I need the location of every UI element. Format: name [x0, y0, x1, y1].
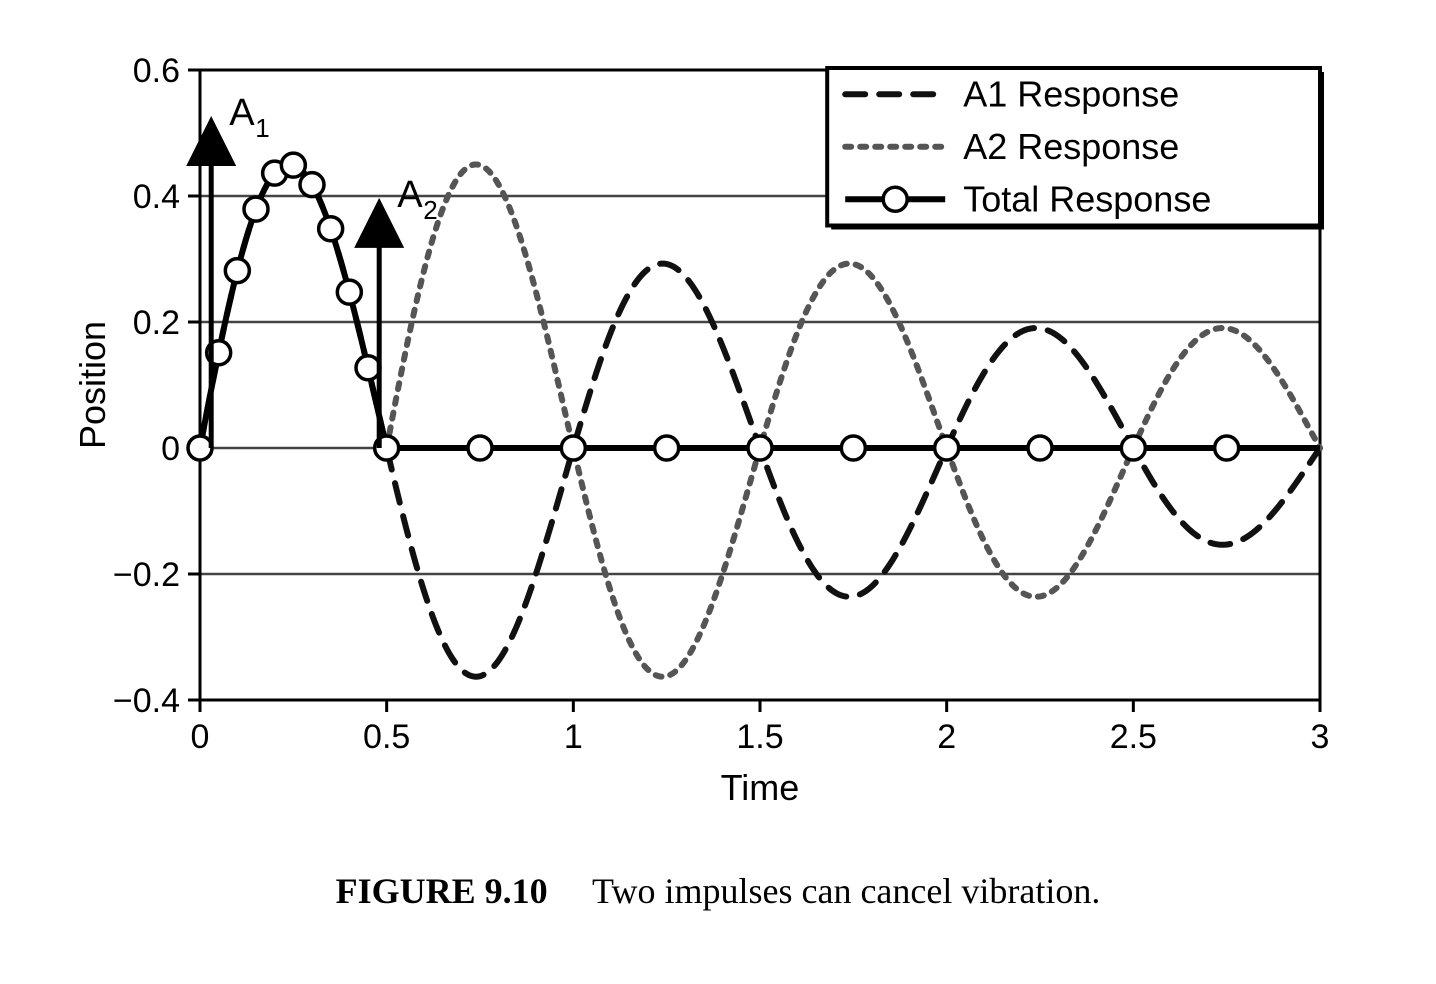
- svg-text:1: 1: [564, 718, 583, 756]
- svg-text:1.5: 1.5: [736, 718, 783, 756]
- svg-text:0: 0: [191, 718, 210, 756]
- svg-text:0.4: 0.4: [133, 178, 180, 216]
- caption-label: FIGURE 9.10: [336, 871, 548, 911]
- figure-container: 0 0.5 1 1.5 2 2.5 3 −0.4 −0.2 0 0.2 0.4 0.6 Time Posit…: [70, 40, 1366, 944]
- svg-text:A2 Response: A2 Response: [963, 126, 1179, 167]
- svg-text:−0.2: −0.2: [113, 556, 180, 594]
- svg-text:0: 0: [161, 430, 180, 468]
- svg-text:1: 1: [255, 113, 269, 143]
- svg-text:0.5: 0.5: [363, 718, 410, 756]
- svg-text:0.2: 0.2: [133, 304, 180, 342]
- svg-text:Time: Time: [721, 767, 800, 808]
- svg-text:2: 2: [937, 718, 956, 756]
- svg-text:−0.4: −0.4: [113, 682, 180, 720]
- svg-text:3: 3: [1311, 718, 1330, 756]
- svg-text:0.6: 0.6: [133, 52, 180, 90]
- caption-text: Two impulses can cancel vibration.: [592, 871, 1100, 911]
- svg-text:Position: Position: [72, 321, 113, 449]
- svg-text:A: A: [229, 92, 255, 134]
- svg-text:2: 2: [423, 195, 437, 225]
- figure-caption: FIGURE 9.10 Two impulses can cancel vibr…: [70, 870, 1366, 912]
- svg-text:A1 Response: A1 Response: [963, 73, 1179, 114]
- chart-svg: 0 0.5 1 1.5 2 2.5 3 −0.4 −0.2 0 0.2 0.4 0.6 Time Posit…: [70, 40, 1366, 820]
- svg-text:Total Response: Total Response: [963, 178, 1211, 219]
- svg-text:A: A: [397, 174, 423, 216]
- chart-wrapper: 0 0.5 1 1.5 2 2.5 3 −0.4 −0.2 0 0.2 0.4 0.6 Time Posit…: [70, 40, 1366, 820]
- svg-text:2.5: 2.5: [1110, 718, 1157, 756]
